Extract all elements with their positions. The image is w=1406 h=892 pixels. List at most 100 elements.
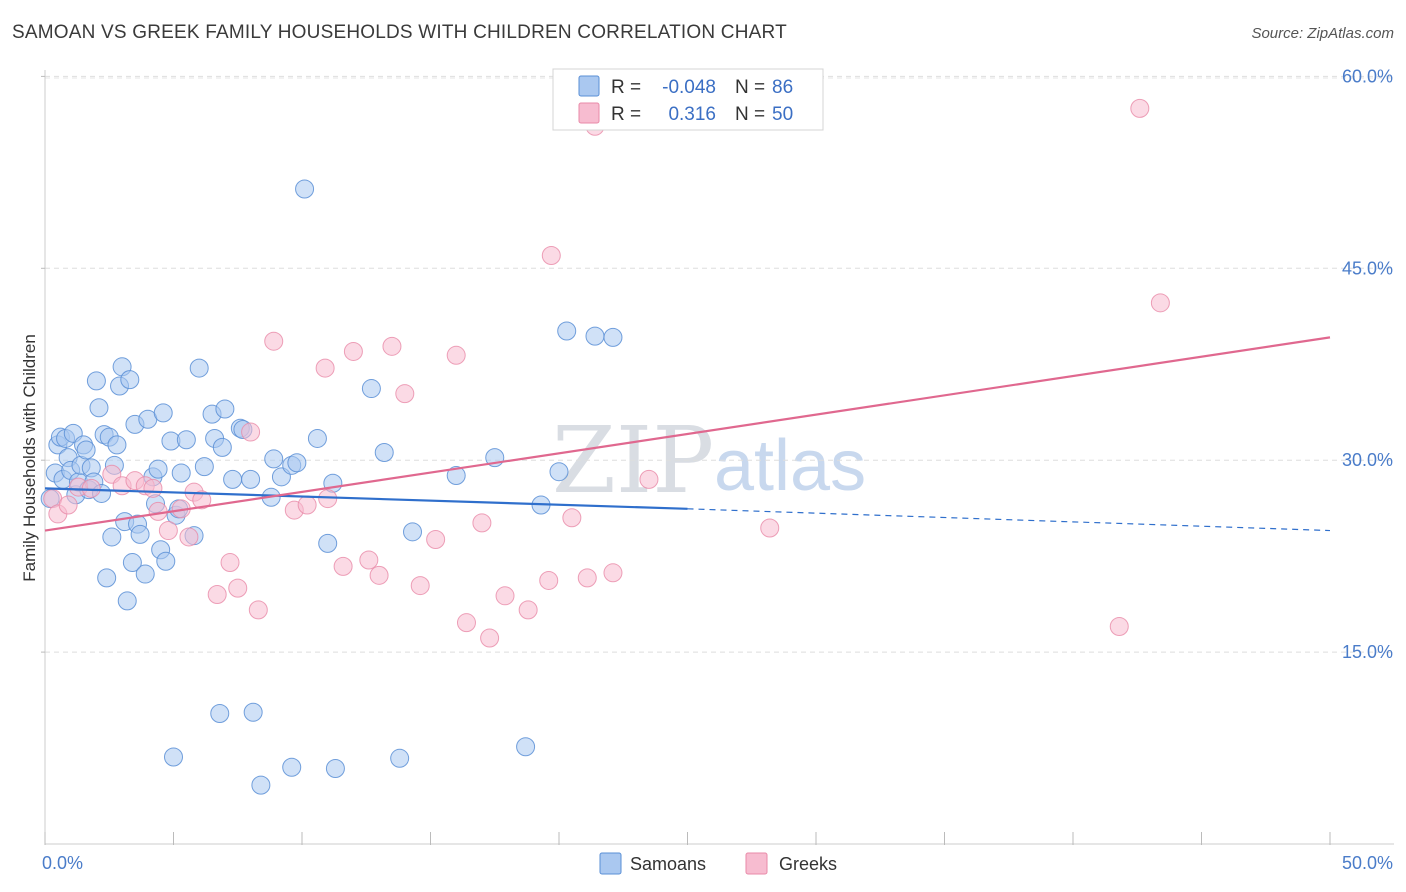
greeks-point — [207, 585, 227, 605]
samoans-point — [117, 591, 137, 611]
greeks-point — [562, 508, 582, 528]
greeks-point — [426, 530, 446, 550]
greeks-point — [1130, 98, 1150, 118]
y-tick-labels: 15.0% 30.0% 45.0% 60.0% — [1342, 66, 1393, 662]
greeks-point — [639, 469, 659, 489]
greeks-point — [456, 613, 476, 633]
samoans-point — [102, 527, 122, 547]
greeks-point — [148, 501, 168, 521]
greeks-point — [81, 478, 101, 498]
samoans-point — [361, 379, 381, 399]
samoans-point — [135, 564, 155, 584]
greeks-point — [472, 513, 492, 533]
greeks-point — [297, 495, 317, 515]
greeks-point — [228, 578, 248, 598]
grid-lines — [45, 75, 1394, 653]
greeks-point — [495, 586, 515, 606]
samoans-point — [287, 453, 307, 473]
samoans-points — [40, 179, 623, 795]
samoans-point — [264, 449, 284, 469]
samoans-point — [295, 179, 315, 199]
greeks-point — [369, 565, 389, 585]
greeks-point — [541, 246, 561, 266]
legend-samoans-r-value: -0.048 — [662, 77, 716, 98]
greeks-point — [264, 331, 284, 351]
watermark-atlas: atlas — [714, 426, 866, 506]
greeks-point — [241, 422, 261, 442]
greeks-point — [603, 563, 623, 583]
samoans-point — [194, 457, 214, 477]
samoans-point — [282, 757, 302, 777]
greeks-point — [143, 478, 163, 498]
greeks-point — [192, 490, 212, 510]
y-tick-label: 45.0% — [1342, 258, 1393, 278]
samoans-point — [210, 704, 230, 724]
greeks-point — [382, 336, 402, 356]
samoans-point — [164, 747, 183, 767]
legend-samoans-r-label: R = — [611, 77, 641, 98]
samoans-point — [153, 403, 173, 423]
greeks-point — [315, 358, 335, 378]
samoans-point — [243, 702, 263, 722]
greeks-point — [179, 527, 199, 547]
watermark: ZIP atlas — [552, 407, 866, 514]
greeks-point — [539, 570, 559, 590]
samoans-point — [403, 522, 423, 542]
samoans-point — [130, 524, 150, 544]
legend-greeks-swatch — [578, 102, 600, 124]
greeks-point — [1109, 617, 1129, 637]
greeks-point — [410, 576, 430, 596]
samoans-point — [446, 466, 466, 486]
legend-greeks-n-label: N = — [735, 104, 765, 125]
trend-lines — [44, 336, 1331, 532]
samoans-point — [120, 370, 140, 390]
samoans-point — [603, 327, 623, 347]
chart-title: SAMOAN VS GREEK FAMILY HOUSEHOLDS WITH C… — [12, 22, 787, 43]
samoans-point — [76, 440, 96, 460]
samoans-point — [549, 462, 569, 482]
samoans-point — [176, 430, 196, 450]
greeks-point — [58, 495, 78, 515]
legend-greeks-r-label: R = — [611, 104, 641, 125]
greeks-point — [480, 628, 500, 648]
greeks-point — [760, 518, 780, 538]
legend-bottom-greeks-label: Greeks — [779, 854, 837, 874]
samoans-trend-line — [44, 487, 688, 510]
x-tick-labels: 0.0% 50.0% — [42, 853, 1393, 873]
legend-samoans-n-label: N = — [735, 77, 765, 98]
samoans-point — [189, 358, 209, 378]
greeks-point — [343, 341, 363, 361]
samoans-point — [390, 748, 410, 768]
greeks-point — [446, 345, 466, 365]
samoans-point — [241, 469, 261, 489]
samoans-point — [223, 469, 243, 489]
samoans-point — [86, 371, 106, 391]
samoans-point — [325, 759, 345, 779]
greeks-point — [359, 550, 379, 570]
samoans-point — [122, 553, 142, 573]
legend-top: R = -0.048 N = 86 R = 0.316 N = 50 — [552, 68, 824, 131]
samoans-point — [557, 321, 577, 341]
legend-greeks-r-value: 0.316 — [668, 104, 716, 125]
y-tick-label: 30.0% — [1342, 450, 1393, 470]
greeks-point — [220, 553, 240, 573]
samoans-point — [212, 437, 232, 457]
greeks-point — [395, 384, 415, 404]
samoans-point — [374, 443, 394, 463]
samoans-point — [215, 399, 235, 419]
samoans-point — [171, 463, 191, 483]
chart-source: Source: ZipAtlas.com — [1251, 25, 1394, 42]
greeks-point — [577, 568, 597, 588]
samoans-point — [156, 551, 176, 571]
x-tick-label: 0.0% — [42, 853, 83, 873]
samoans-point — [307, 428, 327, 448]
samoans-point — [318, 533, 338, 553]
legend-bottom-samoans-swatch — [599, 852, 622, 875]
greeks-point — [248, 600, 268, 620]
samoans-point — [97, 568, 117, 588]
legend-samoans-n-value: 86 — [772, 77, 793, 98]
y-tick-label: 60.0% — [1342, 66, 1393, 86]
greeks-point — [1150, 293, 1170, 313]
samoans-point — [107, 435, 127, 455]
greeks-trend-line — [44, 336, 1331, 532]
